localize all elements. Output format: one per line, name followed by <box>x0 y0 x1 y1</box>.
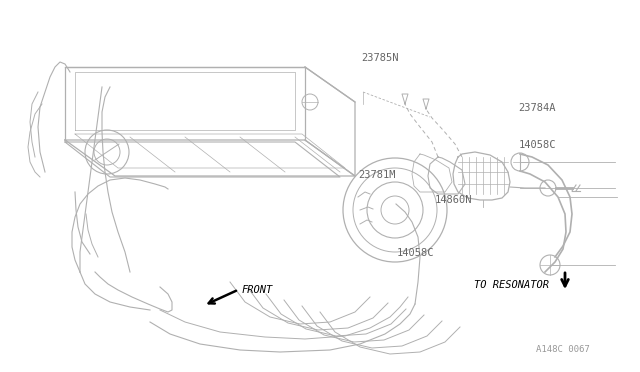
Text: 14058C: 14058C <box>518 140 556 150</box>
Text: 23785N: 23785N <box>362 53 399 62</box>
Text: TO RESONATOR: TO RESONATOR <box>474 280 548 289</box>
Text: 14860N: 14860N <box>435 195 473 205</box>
Text: A148C 0067: A148C 0067 <box>536 345 590 354</box>
Text: 23781M: 23781M <box>358 170 396 180</box>
Text: 14058C: 14058C <box>397 248 435 258</box>
Text: 23784A: 23784A <box>518 103 556 113</box>
Text: FRONT: FRONT <box>242 285 273 295</box>
